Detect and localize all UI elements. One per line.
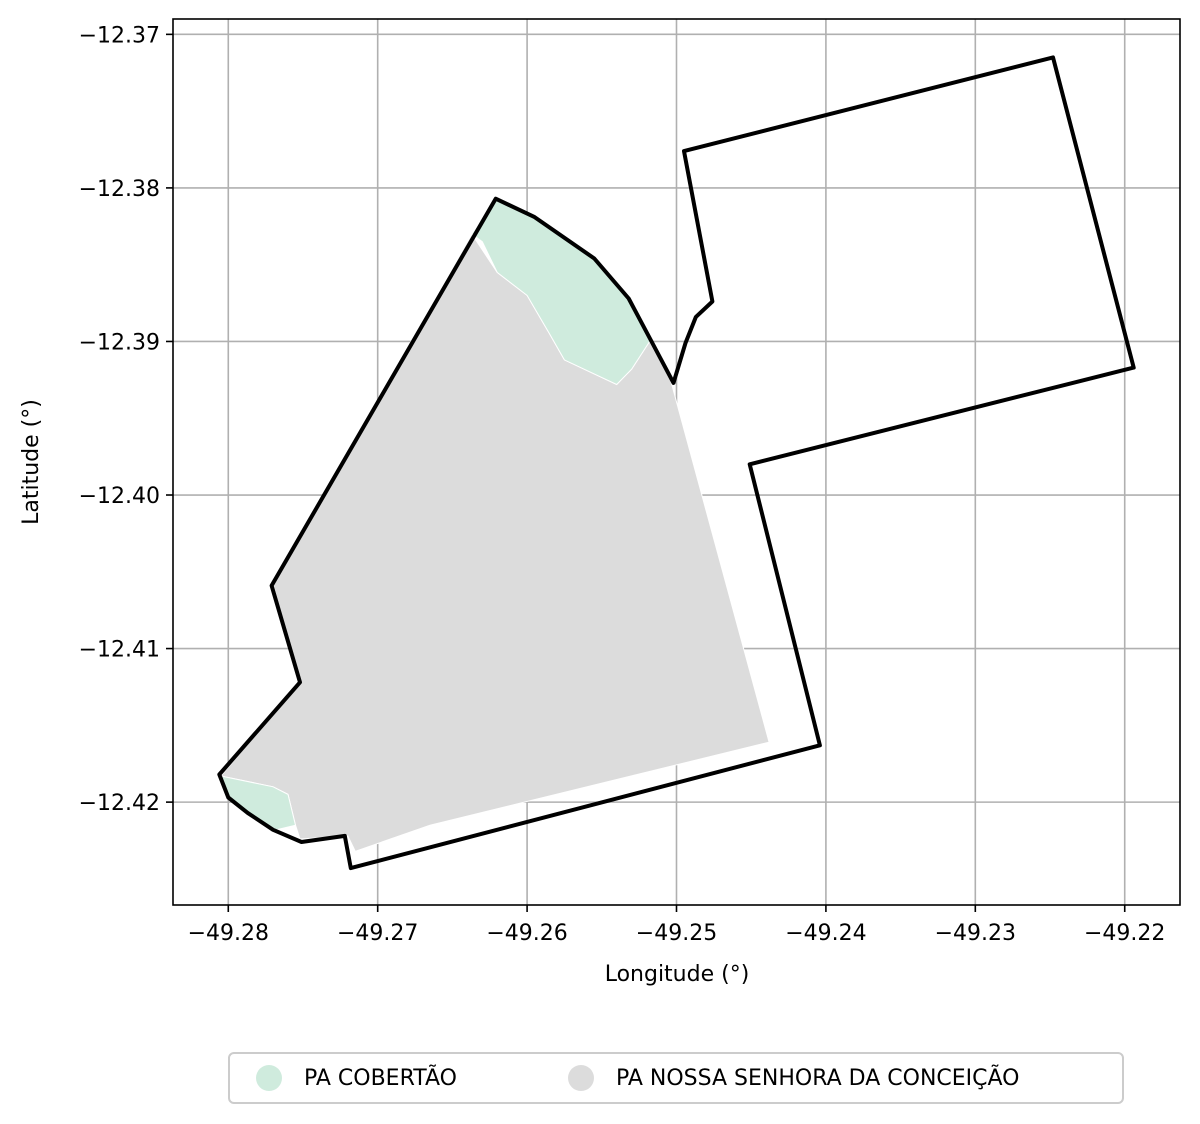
- x-tick-label: −49.22: [1084, 921, 1165, 946]
- legend-swatch-nossa-senhora: [568, 1065, 594, 1091]
- legend-item-nossa-senhora: PA NOSSA SENHORA DA CONCEIÇÃO: [568, 1054, 1020, 1102]
- x-tick-label: −49.27: [337, 921, 418, 946]
- axis-ticks: −49.28 −49.27 −49.26 −49.25 −49.24 −49.23 −49.…: [79, 23, 1166, 946]
- x-tick-label: −49.28: [188, 921, 269, 946]
- legend-swatch-cobertao: [256, 1065, 282, 1091]
- y-axis-label: Latitude (°): [19, 399, 44, 525]
- y-tick-label: −12.37: [79, 23, 160, 48]
- y-tick-label: −12.39: [79, 330, 160, 355]
- polygon-pa-nossa-senhora: [219, 233, 770, 852]
- y-tick-label: −12.38: [79, 177, 160, 202]
- polygon-layers: [219, 198, 770, 852]
- y-tick-label: −12.42: [79, 791, 160, 816]
- legend: PA COBERTÃO PA NOSSA SENHORA DA CONCEIÇÃ…: [228, 1052, 1124, 1104]
- x-tick-label: −49.25: [636, 921, 717, 946]
- y-tick-label: −12.41: [79, 638, 160, 663]
- y-tick-label: −12.40: [79, 484, 160, 509]
- x-tick-label: −49.24: [785, 921, 866, 946]
- boundary-polygon: [217, 55, 1136, 871]
- legend-label-nossa-senhora: PA NOSSA SENHORA DA CONCEIÇÃO: [616, 1065, 1020, 1091]
- legend-label-cobertao: PA COBERTÃO: [304, 1065, 457, 1091]
- x-tick-label: −49.26: [486, 921, 567, 946]
- x-tick-label: −49.23: [935, 921, 1016, 946]
- x-axis-label: Longitude (°): [605, 962, 750, 987]
- legend-item-cobertao: PA COBERTÃO: [256, 1054, 457, 1102]
- boundary-outline: [217, 55, 1136, 871]
